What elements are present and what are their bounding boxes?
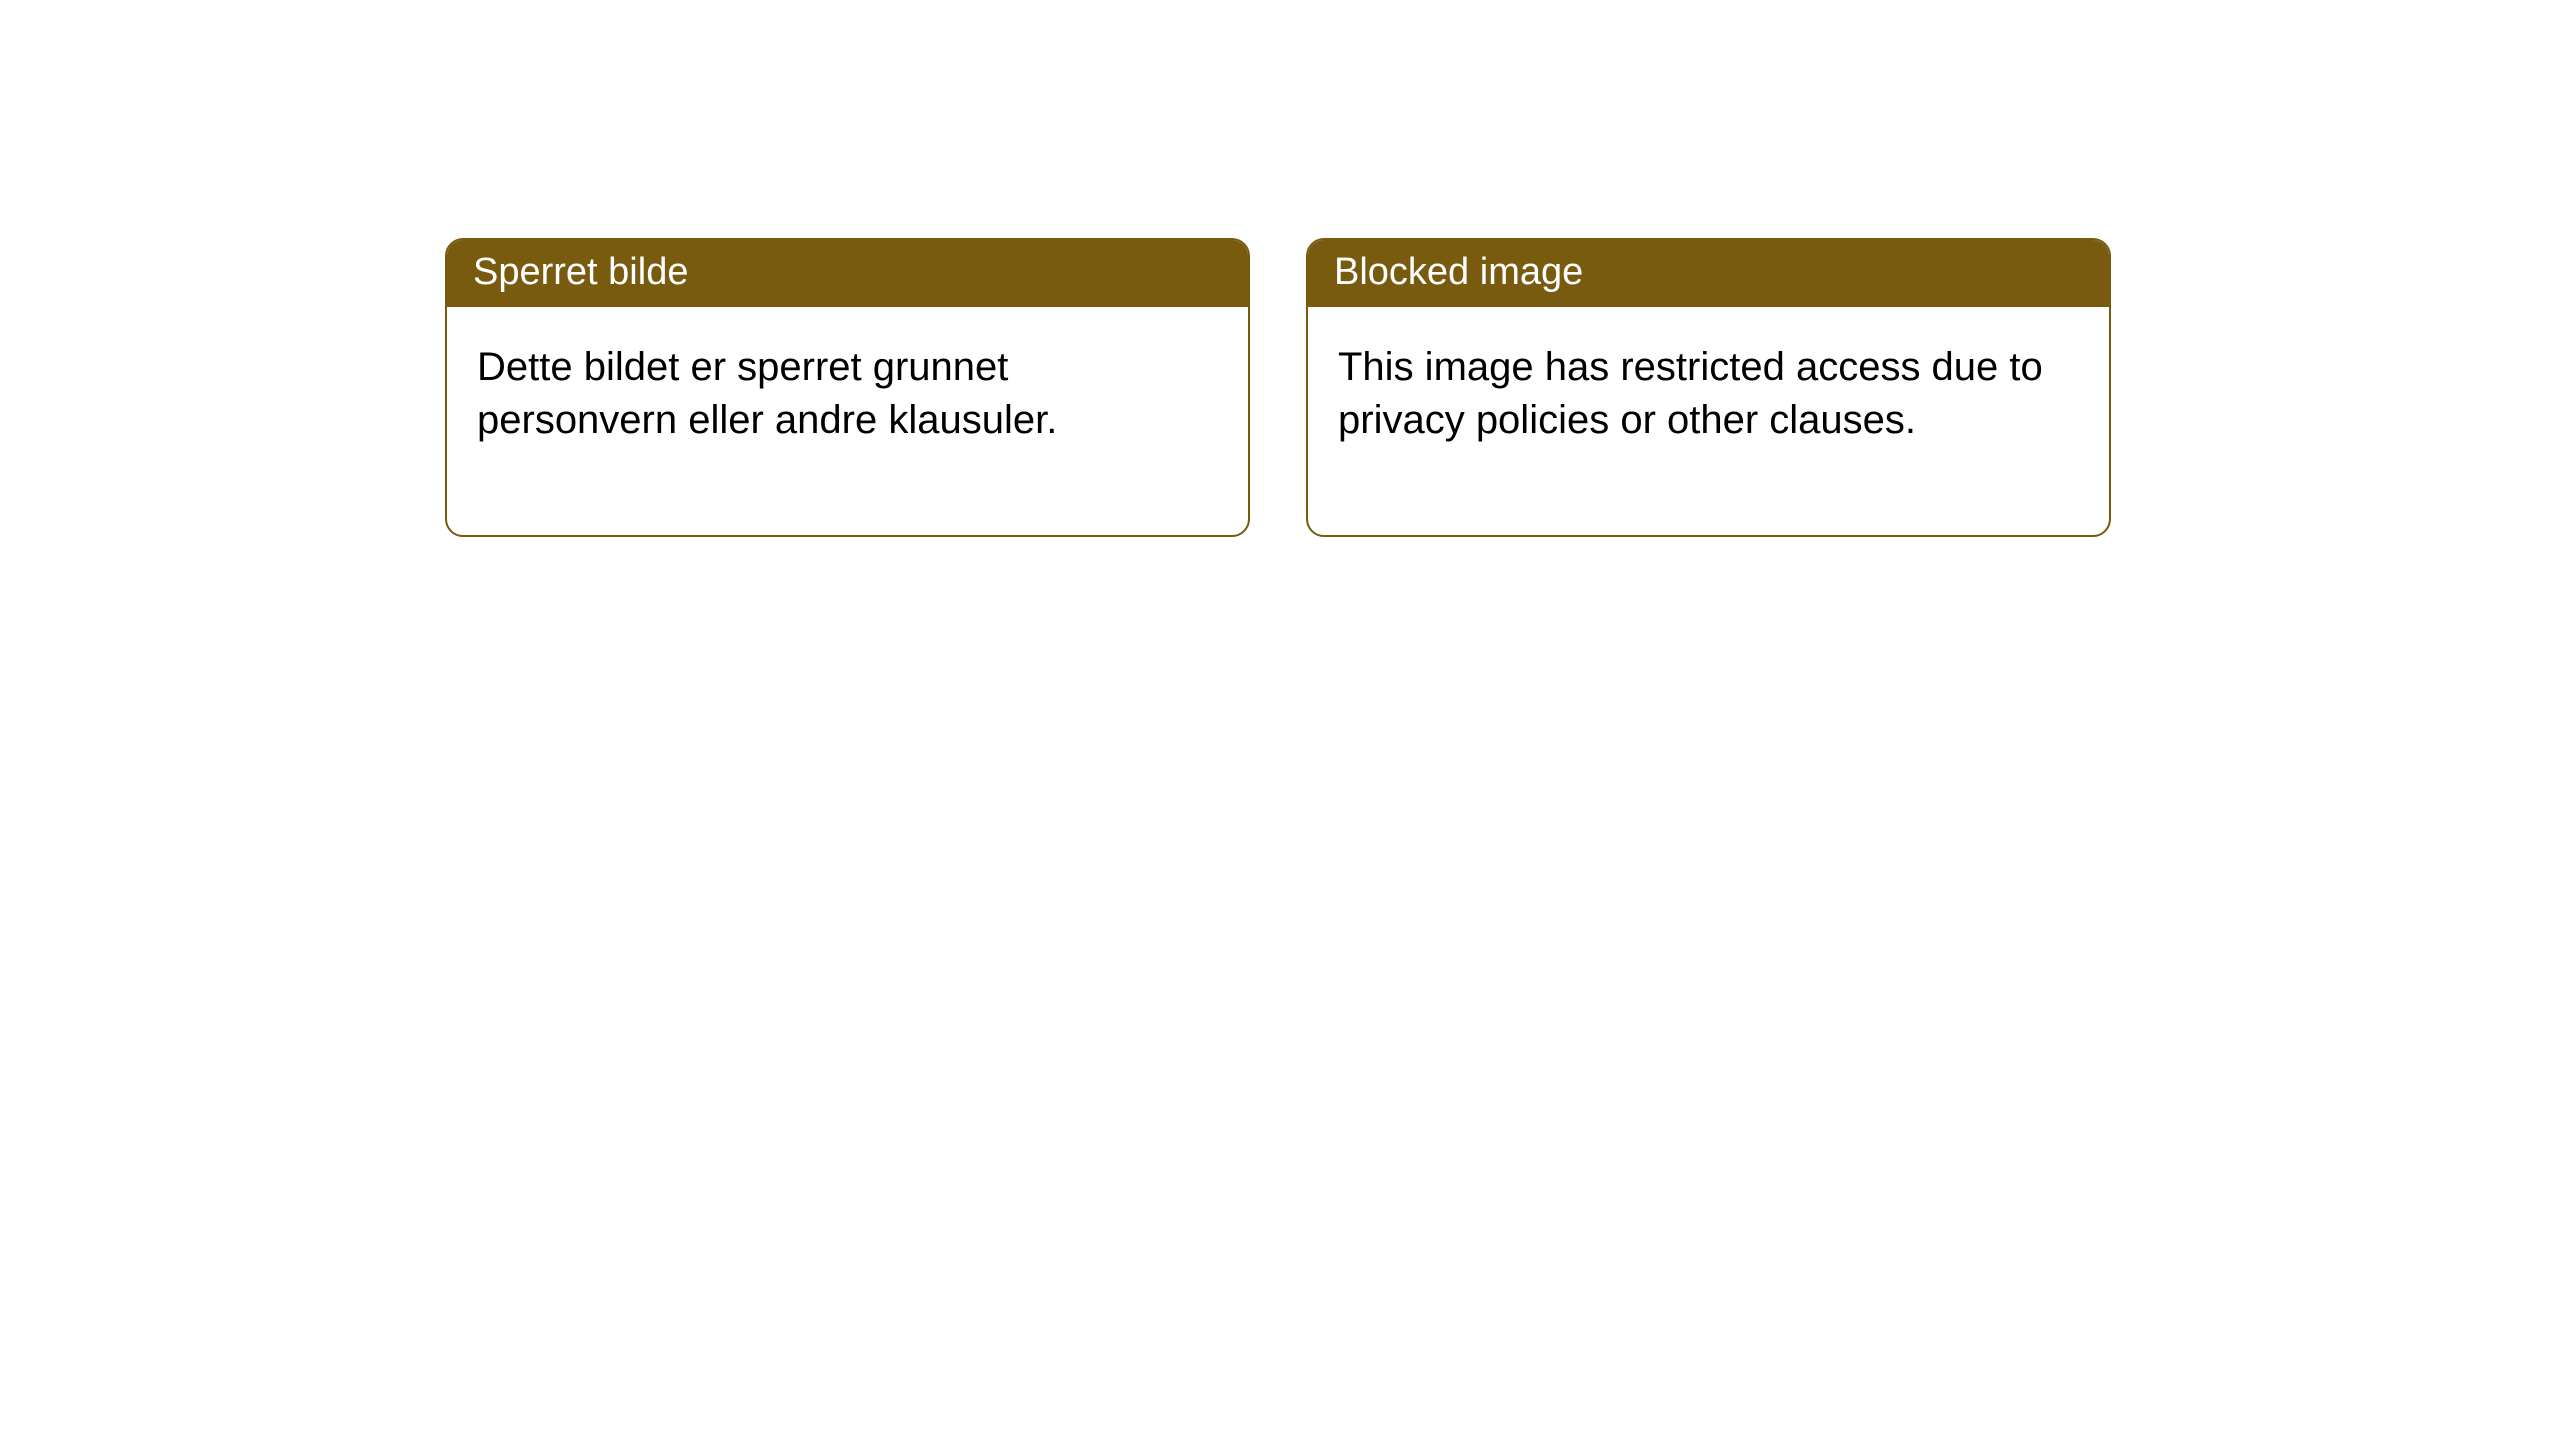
notice-card-body-text: Dette bildet er sperret grunnet personve… [477,345,1057,442]
notice-card-header: Sperret bilde [447,240,1248,307]
notice-card-norwegian: Sperret bilde Dette bildet er sperret gr… [445,238,1250,537]
notice-card-body: Dette bildet er sperret grunnet personve… [447,307,1248,535]
notice-card-body: This image has restricted access due to … [1308,307,2109,535]
notice-card-title: Sperret bilde [473,251,688,293]
notice-card-english: Blocked image This image has restricted … [1306,238,2111,537]
notice-cards-container: Sperret bilde Dette bildet er sperret gr… [445,238,2111,537]
notice-card-title: Blocked image [1334,251,1583,293]
notice-card-body-text: This image has restricted access due to … [1338,345,2043,442]
notice-card-header: Blocked image [1308,240,2109,307]
